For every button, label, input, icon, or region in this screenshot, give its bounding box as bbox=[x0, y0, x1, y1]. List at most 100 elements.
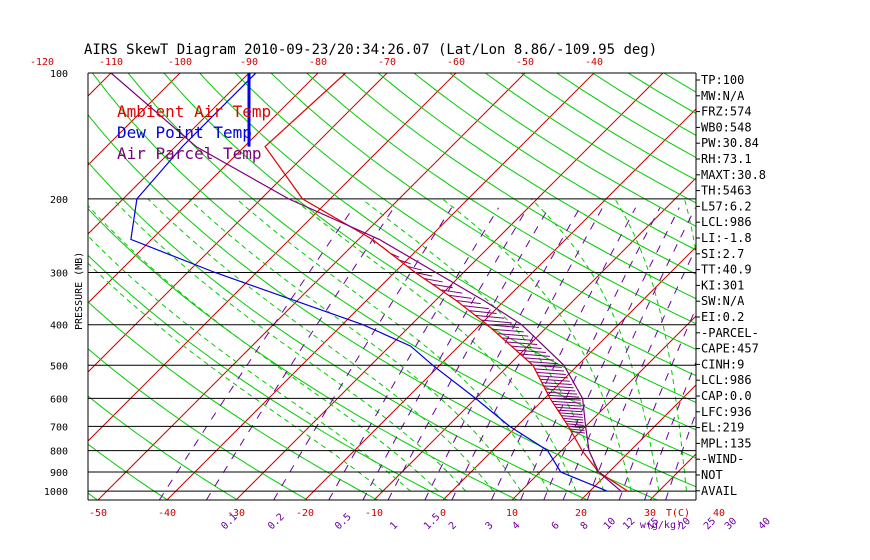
moist-adiabat-line bbox=[188, 198, 522, 492]
pressure-tick-label: 1000 bbox=[44, 487, 68, 498]
series-air-parcel-temp bbox=[110, 73, 622, 492]
index-label: LCL:986 bbox=[701, 373, 752, 387]
mixing-ratio-line bbox=[158, 207, 354, 500]
index-label: EI:0.2 bbox=[701, 310, 744, 324]
dry-adiabat-line bbox=[88, 348, 308, 500]
cape-hatch-line bbox=[501, 337, 533, 341]
isotherm-line bbox=[97, 73, 526, 500]
top-temp-tick-label: -40 bbox=[585, 57, 603, 68]
mixing-ratio-line bbox=[362, 207, 528, 500]
cape-hatch-line bbox=[555, 406, 582, 410]
top-temp-tick-label: -60 bbox=[447, 57, 465, 68]
cape-hatch-line bbox=[469, 310, 497, 315]
dry-adiabat-line bbox=[199, 73, 696, 404]
pressure-tick-label: 900 bbox=[50, 468, 68, 479]
isotherm-line bbox=[304, 108, 696, 500]
index-label: RH:73.1 bbox=[701, 152, 752, 166]
dry-adiabat-line bbox=[127, 73, 696, 459]
mixing-ratio-tick-label: 40 bbox=[757, 516, 773, 532]
bottom-temp-tick-label: 30 bbox=[644, 508, 656, 519]
isotherm-line bbox=[788, 73, 870, 500]
cape-hatch-line bbox=[563, 417, 584, 421]
bottom-temp-tick-label: -40 bbox=[158, 508, 176, 519]
dry-adiabat-line bbox=[88, 114, 658, 500]
cape-hatch-line bbox=[536, 371, 566, 375]
cape-hatch-line bbox=[497, 333, 529, 337]
mixing-ratio-line bbox=[543, 207, 680, 500]
cape-hatch-line bbox=[407, 265, 422, 271]
index-label: MAXT:30.8 bbox=[701, 168, 766, 182]
cape-hatch-line bbox=[475, 314, 505, 319]
moist-adiabat-line bbox=[293, 198, 577, 492]
moist-adiabat-line bbox=[442, 198, 632, 492]
cape-hatch-line bbox=[492, 328, 524, 333]
series-dew-point-temp bbox=[130, 73, 608, 492]
cape-hatch-line bbox=[456, 300, 481, 305]
bottom-temp-tick-label: -10 bbox=[365, 508, 383, 519]
cape-hatch-line bbox=[448, 294, 472, 299]
moist-adiabat-line bbox=[112, 198, 467, 492]
index-label: LCL:986 bbox=[701, 215, 752, 229]
isotherm-line bbox=[649, 453, 696, 500]
index-label: WB0:548 bbox=[701, 120, 752, 134]
mixing-ratio-line bbox=[520, 207, 661, 500]
mixing-ratio-line bbox=[451, 207, 603, 500]
moist-adiabat-line bbox=[147, 198, 494, 492]
cape-hatch-line bbox=[534, 368, 564, 372]
pressure-tick-label: 600 bbox=[50, 394, 68, 405]
index-label: SW:N/A bbox=[701, 294, 745, 308]
index-label: L57:6.2 bbox=[701, 199, 752, 213]
isotherm-line bbox=[88, 73, 319, 304]
pressure-tick-label: 400 bbox=[50, 321, 68, 332]
moist-adiabat-line bbox=[530, 198, 660, 492]
isotherm-line bbox=[235, 73, 664, 500]
cape-hatch-line bbox=[487, 324, 519, 328]
dry-adiabat-line bbox=[88, 208, 518, 500]
series-ambient-air-temp bbox=[264, 73, 629, 492]
mixing-ratio-tick-label: 4 bbox=[510, 520, 522, 532]
cape-hatch-line bbox=[481, 319, 512, 324]
bottom-temp-tick-label: 0 bbox=[440, 508, 446, 519]
legend: Ambient Air Temp Dew Point Temp Air Parcel… bbox=[117, 102, 271, 163]
index-label: KI:301 bbox=[701, 278, 744, 292]
dry-adiabat-line bbox=[377, 73, 696, 275]
mixing-ratio-tick-label: 10 bbox=[602, 516, 618, 532]
dry-adiabat-line bbox=[88, 301, 378, 500]
cape-hatch-line bbox=[511, 345, 542, 350]
index-label: TT:40.9 bbox=[701, 263, 752, 277]
cape-hatch-line bbox=[528, 361, 558, 365]
mixing-ratio-tick-label: 12 bbox=[621, 516, 637, 532]
cape-hatch-line bbox=[540, 378, 570, 382]
cape-hatch-line bbox=[532, 364, 562, 368]
cape-hatch-line bbox=[538, 375, 568, 379]
index-label: -WIND- bbox=[701, 452, 744, 466]
dry-adiabat-line bbox=[663, 73, 696, 93]
legend-entry: Dew Point Temp bbox=[117, 123, 252, 142]
cape-hatch-line bbox=[548, 394, 580, 398]
pressure-tick-label: 200 bbox=[50, 195, 68, 206]
cape-hatch-layer bbox=[371, 239, 585, 434]
dry-adiabat-line bbox=[88, 254, 448, 500]
mixing-ratio-line bbox=[562, 207, 696, 500]
index-label: NOT bbox=[701, 468, 723, 482]
index-label: MW:N/A bbox=[701, 89, 745, 103]
dry-adiabat-line bbox=[88, 395, 238, 500]
mixing-ratio-tick-label: 3 bbox=[484, 520, 496, 532]
top-temp-tick-label: -110 bbox=[99, 57, 123, 68]
mixing-ratio-tick-label: 2 bbox=[447, 520, 459, 532]
cape-hatch-line bbox=[506, 341, 538, 346]
index-label: SI:2.7 bbox=[701, 247, 744, 261]
cape-hatch-line bbox=[398, 259, 411, 265]
cape-hatch-line bbox=[515, 349, 546, 353]
top-temp-tick-label: -70 bbox=[378, 57, 396, 68]
bottom-temp-tick-label: 40 bbox=[713, 508, 725, 519]
cape-hatch-line bbox=[520, 353, 550, 357]
dry-adiabat-line bbox=[342, 73, 696, 300]
series-layer bbox=[110, 73, 629, 492]
top-temp-tick-label: -80 bbox=[309, 57, 327, 68]
mixing-ratio-line bbox=[586, 246, 696, 500]
temp-unit-label: T(C) bbox=[666, 508, 690, 519]
mixing-ratio-line bbox=[328, 207, 500, 500]
